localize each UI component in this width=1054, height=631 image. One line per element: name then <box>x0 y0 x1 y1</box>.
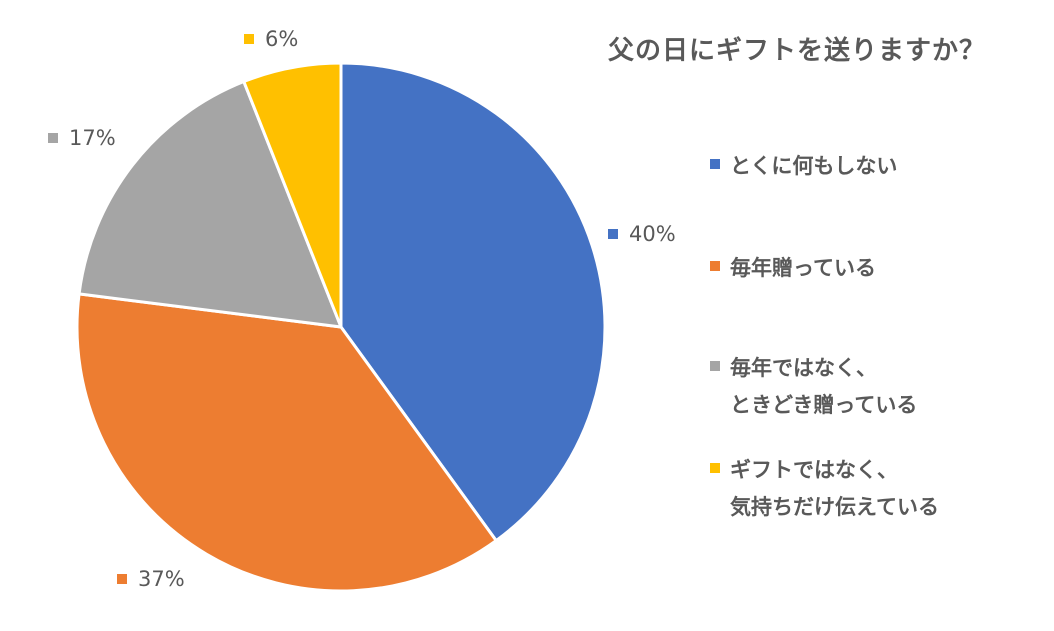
data-label-2: 37% <box>117 567 185 591</box>
legend-swatch <box>710 261 720 271</box>
data-label-text: 17% <box>69 126 116 150</box>
legend-item-4: ギフトではなく、 気持ちだけ伝えている <box>710 452 939 526</box>
pie-slice-3 <box>77 80 343 329</box>
data-label-swatch <box>117 574 127 584</box>
legend-item-2: 毎年贈っている <box>710 250 876 287</box>
data-label-swatch <box>48 133 58 143</box>
data-label-4: 6% <box>244 27 298 51</box>
legend-swatch <box>710 463 720 473</box>
legend-swatch <box>710 159 720 169</box>
data-label-swatch <box>608 229 618 239</box>
data-label-3: 17% <box>48 126 116 150</box>
legend-swatch <box>710 361 720 371</box>
legend-item-1: とくに何もしない <box>710 148 897 185</box>
legend-item-3: 毎年ではなく、 ときどき贈っている <box>710 350 917 424</box>
legend-label: 毎年贈っている <box>730 256 876 280</box>
pie-slice-2 <box>75 292 498 593</box>
data-label-text: 6% <box>265 27 299 51</box>
legend-label: とくに何もしない <box>730 154 898 178</box>
pie-slice-4 <box>242 61 343 329</box>
data-label-swatch <box>244 34 254 44</box>
chart-title: 父の日にギフトを送りますか？ <box>608 36 987 66</box>
data-label-text: 37% <box>138 567 185 591</box>
pie-slice-1 <box>339 61 607 543</box>
legend-label: ギフトではなく、 気持ちだけ伝えている <box>730 458 939 519</box>
data-label-1: 40% <box>608 222 676 246</box>
data-label-text: 40% <box>629 222 676 246</box>
legend-label: 毎年ではなく、 ときどき贈っている <box>730 356 918 417</box>
